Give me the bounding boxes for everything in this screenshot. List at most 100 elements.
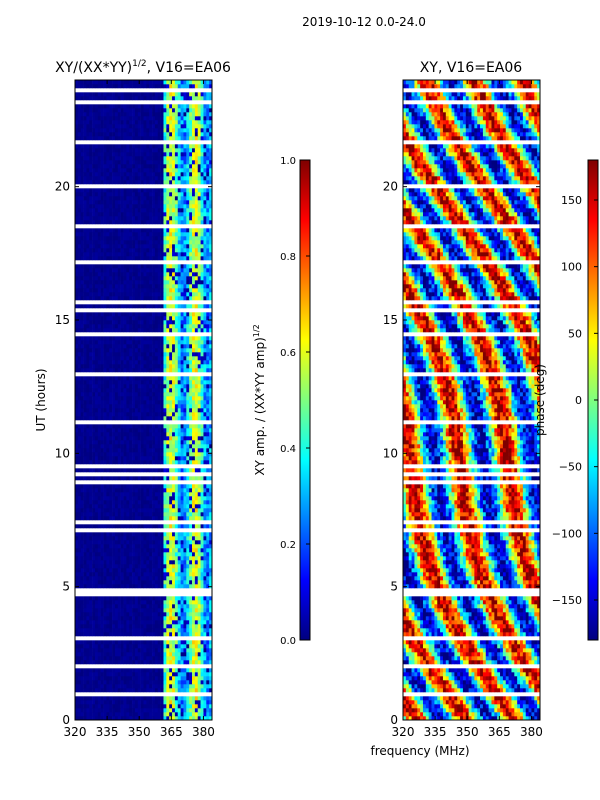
heatmap-cell (126, 388, 130, 393)
heatmap-cell (149, 244, 153, 249)
heatmap-cell (166, 712, 170, 717)
heatmap-cell (123, 476, 127, 481)
heatmap-cell (103, 536, 107, 541)
heatmap-cell (209, 288, 213, 293)
heatmap-cell (89, 668, 93, 673)
heatmap-cell (129, 552, 133, 557)
heatmap-cell (126, 600, 130, 605)
heatmap-cell (143, 340, 147, 345)
heatmap-cell (97, 716, 101, 721)
heatmap-cell (146, 400, 150, 405)
heatmap-cell (194, 448, 199, 453)
heatmap-cell (80, 612, 84, 617)
heatmap-cell (177, 668, 181, 673)
heatmap-cell (129, 676, 133, 681)
heatmap-cell (137, 424, 141, 429)
heatmap-cell (157, 248, 161, 253)
heatmap-cell (192, 336, 196, 341)
heatmap-cell (203, 352, 207, 357)
heatmap-cell (192, 576, 196, 581)
heatmap-cell (203, 548, 207, 553)
heatmap-cell (186, 456, 190, 461)
heatmap-cell (186, 616, 190, 621)
heatmap-cell (120, 652, 124, 657)
heatmap-cell (152, 324, 156, 329)
heatmap-cell (123, 708, 127, 713)
heatmap-cell (132, 356, 136, 361)
heatmap-cell (100, 456, 104, 461)
heatmap-cell (169, 560, 173, 565)
heatmap-cell (137, 268, 141, 273)
heatmap-cell (143, 324, 147, 329)
heatmap-cell (75, 396, 79, 401)
heatmap-cell (149, 596, 153, 601)
heatmap-cell (149, 256, 153, 261)
heatmap-cell (200, 316, 204, 321)
heatmap-cell (189, 444, 193, 449)
heatmap-cell (192, 536, 196, 541)
heatmap-cell (137, 364, 141, 369)
heatmap-cell (143, 388, 147, 393)
heatmap-cell (154, 628, 159, 633)
heatmap-cell (114, 344, 119, 349)
heatmap-cell (126, 656, 130, 661)
heatmap-cell (134, 652, 139, 657)
heatmap-cell (172, 284, 176, 289)
heatmap-cell (200, 660, 204, 665)
heatmap-cell (152, 672, 156, 677)
heatmap-cell (143, 252, 147, 257)
heatmap-cell (134, 284, 139, 289)
heatmap-cell (114, 476, 119, 481)
heatmap-cell (149, 384, 153, 389)
heatmap-cell (160, 400, 164, 405)
heatmap-cell (77, 488, 81, 493)
heatmap-cell (126, 460, 130, 465)
heatmap-cell (200, 348, 204, 353)
heatmap-cell (206, 612, 210, 617)
heatmap-cell (180, 400, 184, 405)
heatmap-cell (103, 540, 107, 545)
heatmap-cell (120, 488, 124, 493)
heatmap-cell (197, 284, 201, 289)
heatmap-cell (143, 632, 147, 637)
heatmap-cell (92, 556, 96, 561)
heatmap-cell (137, 660, 141, 665)
heatmap-cell (197, 684, 201, 689)
heatmap-cell (120, 380, 124, 385)
heatmap-cell (77, 340, 81, 345)
heatmap-cell (92, 612, 96, 617)
heatmap-cell (137, 324, 141, 329)
heatmap-cell (177, 536, 181, 541)
heatmap-cell (197, 476, 201, 481)
heatmap-cell (94, 336, 99, 341)
heatmap-cell (134, 344, 139, 349)
heatmap-cell (80, 348, 84, 353)
heatmap-cell (203, 656, 207, 661)
heatmap-cell (174, 320, 179, 325)
heatmap-cell (140, 248, 144, 253)
heatmap-cell (92, 660, 96, 665)
heatmap-cell (163, 680, 167, 685)
heatmap-cell (169, 456, 173, 461)
heatmap-cell (146, 500, 150, 505)
heatmap-cell (160, 560, 164, 565)
heatmap-cell (109, 584, 113, 589)
heatmap-cell (209, 580, 213, 585)
heatmap-cell (97, 552, 101, 557)
heatmap-cell (154, 356, 159, 361)
heatmap-cell (80, 560, 84, 565)
heatmap-cell (103, 648, 107, 653)
heatmap-cell (103, 516, 107, 521)
heatmap-cell (112, 336, 116, 341)
heatmap-cell (166, 488, 170, 493)
heatmap-cell (180, 716, 184, 721)
heatmap-cell (75, 488, 79, 493)
heatmap-cell (100, 292, 104, 297)
heatmap-cell (197, 380, 201, 385)
heatmap-cell (83, 696, 87, 701)
heatmap-cell (83, 400, 87, 405)
heatmap-cell (163, 316, 167, 321)
heatmap-cell (117, 552, 121, 557)
heatmap-cell (86, 640, 90, 645)
heatmap-cell (86, 628, 90, 633)
